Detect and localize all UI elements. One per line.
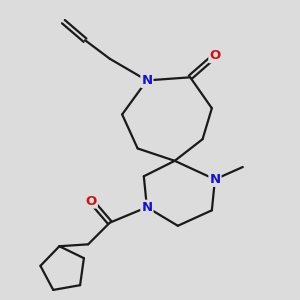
Text: O: O: [209, 49, 220, 62]
Text: N: N: [141, 74, 152, 87]
Text: O: O: [85, 194, 97, 208]
Text: N: N: [209, 173, 220, 186]
Text: N: N: [141, 201, 152, 214]
